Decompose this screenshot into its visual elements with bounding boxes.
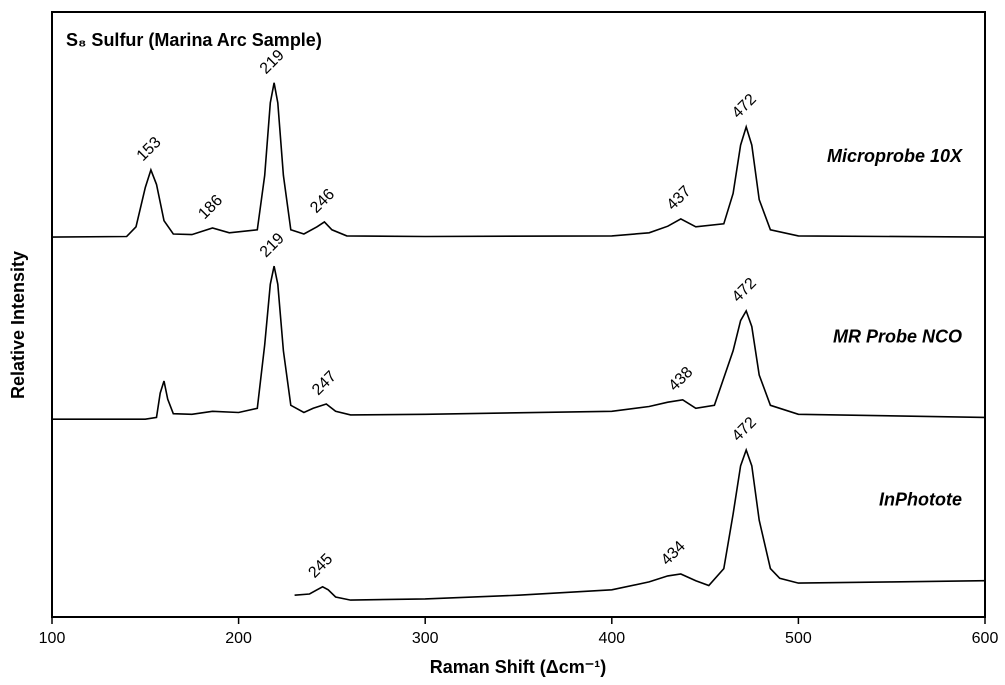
x-axis-label: Raman Shift (Δcm⁻¹) [430,657,606,677]
peak-label: 219 [257,230,288,261]
peak-label: 186 [195,192,226,223]
peak-label: 437 [664,183,695,214]
peak-label: 472 [729,414,760,445]
x-tick-label: 300 [412,630,439,647]
peak-label: 438 [666,364,697,395]
peak-label: 434 [658,538,689,569]
y-axis-label: Relative Intensity [8,251,28,399]
x-tick-label: 600 [972,630,999,647]
peak-label: 153 [134,134,165,165]
peak-label: 247 [309,368,340,399]
series-label: MR Probe NCO [833,326,962,346]
x-tick-label: 500 [785,630,812,647]
peak-label: 246 [307,186,338,217]
x-tick-label: 400 [598,630,625,647]
x-tick-label: 100 [39,630,66,647]
chart-title: S₈ Sulfur (Marina Arc Sample) [66,30,322,50]
peak-label: 472 [729,275,760,306]
peak-label: 245 [305,551,336,582]
peak-label: 472 [729,91,760,122]
peak-label: 219 [257,47,288,78]
spectrum-line [294,447,986,601]
plot-frame [51,11,986,618]
spectrum-line [51,82,986,238]
x-tick-label: 200 [225,630,252,647]
series-label: Microprobe 10X [827,146,963,166]
series-label: InPhotote [879,490,962,510]
spectrum-line [52,265,986,420]
